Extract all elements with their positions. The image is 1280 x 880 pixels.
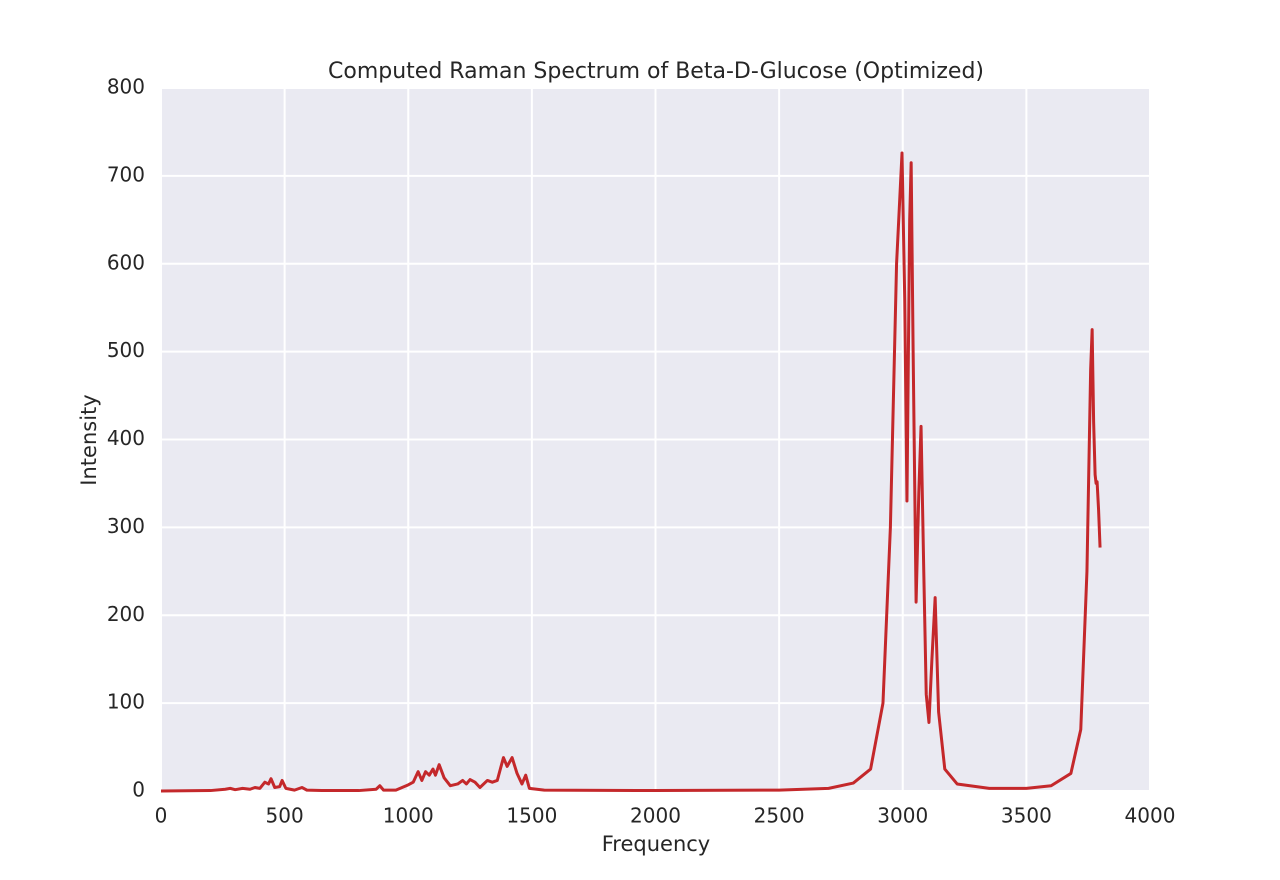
y-tick-label: 0: [132, 778, 145, 802]
y-tick-label: 800: [107, 75, 145, 99]
y-tick-label: 100: [107, 690, 145, 714]
y-tick-label: 500: [107, 338, 145, 362]
x-tick-label: 1500: [506, 804, 557, 828]
spectrum-line: [160, 151, 1102, 793]
x-tick-label: 500: [266, 804, 304, 828]
y-tick-label: 400: [107, 426, 145, 450]
x-tick-label: 0: [155, 804, 168, 828]
y-axis-label: Intensity: [77, 394, 101, 485]
x-tick-label: 2500: [754, 804, 805, 828]
y-tick-label: 700: [107, 162, 145, 186]
x-tick-label: 3000: [877, 804, 928, 828]
chart-title: Computed Raman Spectrum of Beta-D-Glucos…: [328, 59, 984, 84]
x-tick-label: 4000: [1125, 804, 1176, 828]
x-tick-label: 2000: [630, 804, 681, 828]
y-tick-label: 600: [107, 250, 145, 274]
y-tick-label: 200: [107, 602, 145, 626]
y-tick-label: 300: [107, 514, 145, 538]
x-tick-label: 1000: [383, 804, 434, 828]
x-tick-label: 3500: [1001, 804, 1052, 828]
x-axis-label: Frequency: [602, 832, 711, 856]
